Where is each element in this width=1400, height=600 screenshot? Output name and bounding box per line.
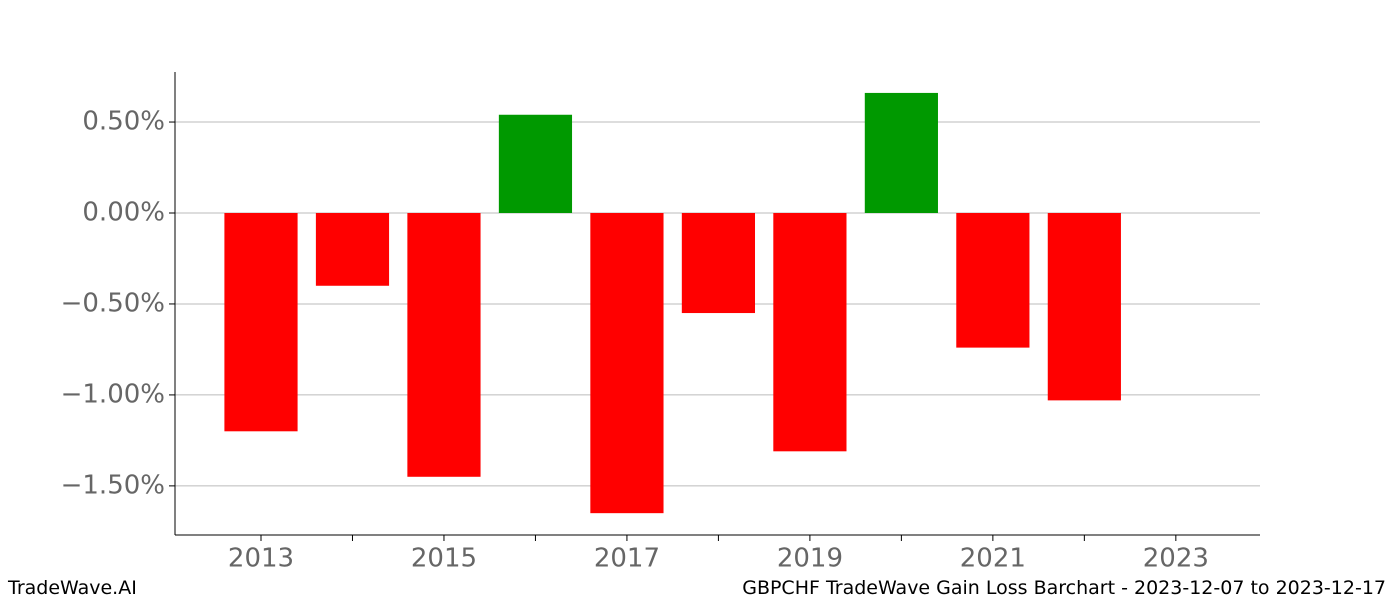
- y-tick-label: 0.00%: [82, 197, 165, 227]
- brand: TradeWave.AI: [7, 577, 137, 599]
- bar: [315, 212, 390, 286]
- x-tick-label: 2019: [777, 544, 843, 574]
- bar: [407, 212, 481, 477]
- bar: [1047, 212, 1121, 401]
- bar: [773, 212, 847, 452]
- bar: [498, 114, 573, 213]
- x-tick-label: 2013: [228, 544, 294, 574]
- chart-title: GBPCHF TradeWave Gain Loss Barchart - 20…: [742, 577, 1386, 599]
- x-tick-label: 2017: [594, 544, 660, 574]
- x-tick-label: 2023: [1143, 544, 1209, 574]
- y-tick-label: −1.50%: [61, 470, 165, 500]
- x-tick-label: 2021: [960, 544, 1026, 574]
- y-tick-label: −0.50%: [61, 288, 165, 318]
- y-tick-label: −1.00%: [61, 379, 165, 409]
- bar: [956, 212, 1030, 348]
- bar: [681, 212, 756, 314]
- y-tick-label: 0.50%: [82, 107, 165, 137]
- bar: [590, 212, 664, 514]
- x-tick-label: 2015: [411, 544, 477, 574]
- bar: [864, 92, 938, 213]
- bar: [224, 212, 298, 432]
